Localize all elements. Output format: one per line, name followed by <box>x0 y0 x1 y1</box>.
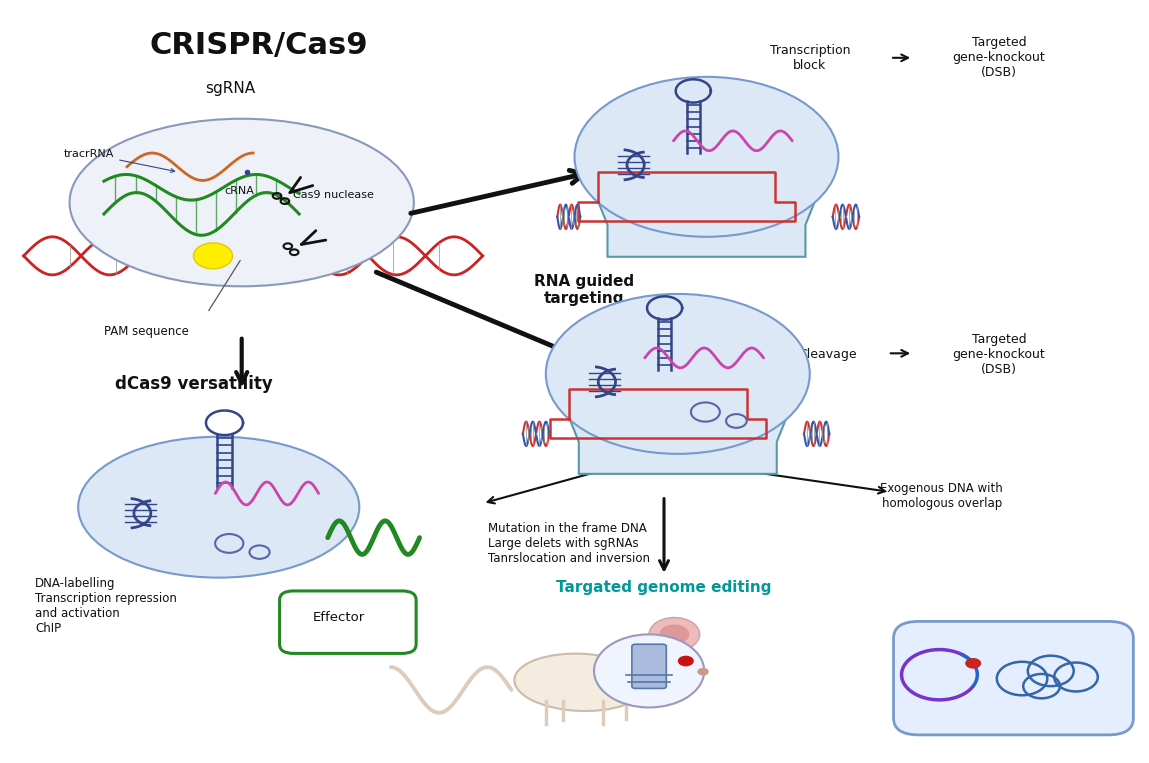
Ellipse shape <box>515 654 646 711</box>
Ellipse shape <box>624 644 702 690</box>
Text: Transcription
block: Transcription block <box>770 43 850 72</box>
Text: dCas9 versatility: dCas9 versatility <box>115 375 273 393</box>
Text: Endogenous repair
mechanism: Endogenous repair mechanism <box>584 430 745 462</box>
Circle shape <box>193 243 232 269</box>
Circle shape <box>697 668 709 675</box>
Circle shape <box>678 655 694 666</box>
Ellipse shape <box>546 294 810 454</box>
Text: tracrRNA: tracrRNA <box>64 149 175 172</box>
Text: Targeted
gene-knockout
(DSB): Targeted gene-knockout (DSB) <box>953 37 1046 79</box>
Polygon shape <box>556 386 800 474</box>
Text: Targated genome editing: Targated genome editing <box>556 580 772 594</box>
Text: Cas9 nuclease: Cas9 nuclease <box>293 190 375 200</box>
Ellipse shape <box>70 119 414 286</box>
Ellipse shape <box>574 77 839 237</box>
FancyBboxPatch shape <box>632 644 666 688</box>
Text: Effector: Effector <box>314 611 365 624</box>
Text: DNA-labelling
Transcription repression
and activation
ChIP: DNA-labelling Transcription repression a… <box>36 577 177 635</box>
Text: Exogenous DNA with
homologous overlap: Exogenous DNA with homologous overlap <box>880 481 1003 510</box>
Polygon shape <box>585 169 828 257</box>
Ellipse shape <box>78 436 360 578</box>
Text: RNA guided
targeting: RNA guided targeting <box>533 274 634 306</box>
Text: Mutation in the frame DNA
Large delets with sgRNAs
Tanrslocation and inversion: Mutation in the frame DNA Large delets w… <box>488 523 650 565</box>
Text: PAM sequence: PAM sequence <box>103 326 188 339</box>
Circle shape <box>594 634 704 707</box>
Text: Targeted
gene-knockout
(DSB): Targeted gene-knockout (DSB) <box>953 333 1046 376</box>
Text: cRNA: cRNA <box>224 186 254 196</box>
Text: sgRNA: sgRNA <box>206 81 255 96</box>
Circle shape <box>660 624 689 644</box>
Text: CRISPR/Cas9: CRISPR/Cas9 <box>149 31 369 60</box>
FancyBboxPatch shape <box>894 621 1133 735</box>
FancyBboxPatch shape <box>279 591 416 653</box>
Text: Cleavage: Cleavage <box>799 349 857 362</box>
Circle shape <box>649 617 700 651</box>
Circle shape <box>965 658 981 668</box>
